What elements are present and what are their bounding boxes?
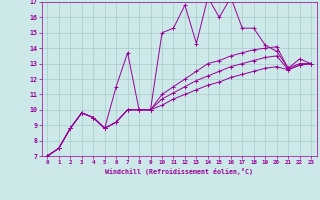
X-axis label: Windchill (Refroidissement éolien,°C): Windchill (Refroidissement éolien,°C): [105, 168, 253, 175]
